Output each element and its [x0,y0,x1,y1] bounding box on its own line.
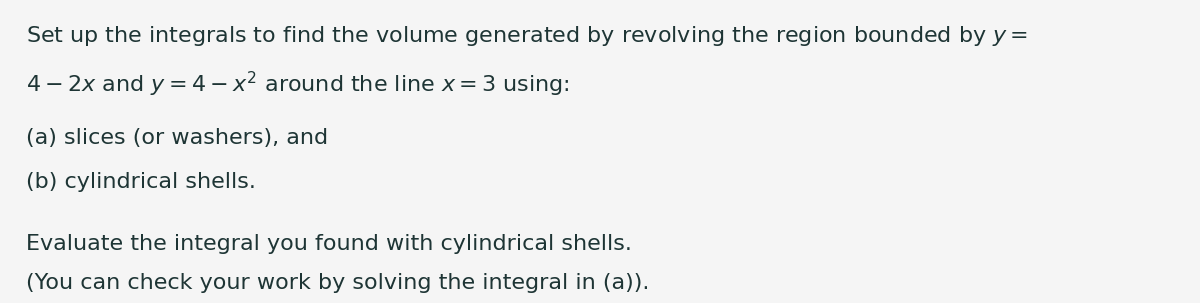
Text: (a) slices (or washers), and: (a) slices (or washers), and [26,128,329,148]
Text: $4 - 2x$ and $y = 4 - x^2$ around the line $x = 3$ using:: $4 - 2x$ and $y = 4 - x^2$ around the li… [26,70,570,99]
Text: (b) cylindrical shells.: (b) cylindrical shells. [26,172,257,192]
Text: Evaluate the integral you found with cylindrical shells.: Evaluate the integral you found with cyl… [26,234,632,254]
Text: Set up the integrals to find the volume generated by revolving the region bounde: Set up the integrals to find the volume … [26,24,1028,48]
Text: (You can check your work by solving the integral in (a)).: (You can check your work by solving the … [26,273,649,293]
